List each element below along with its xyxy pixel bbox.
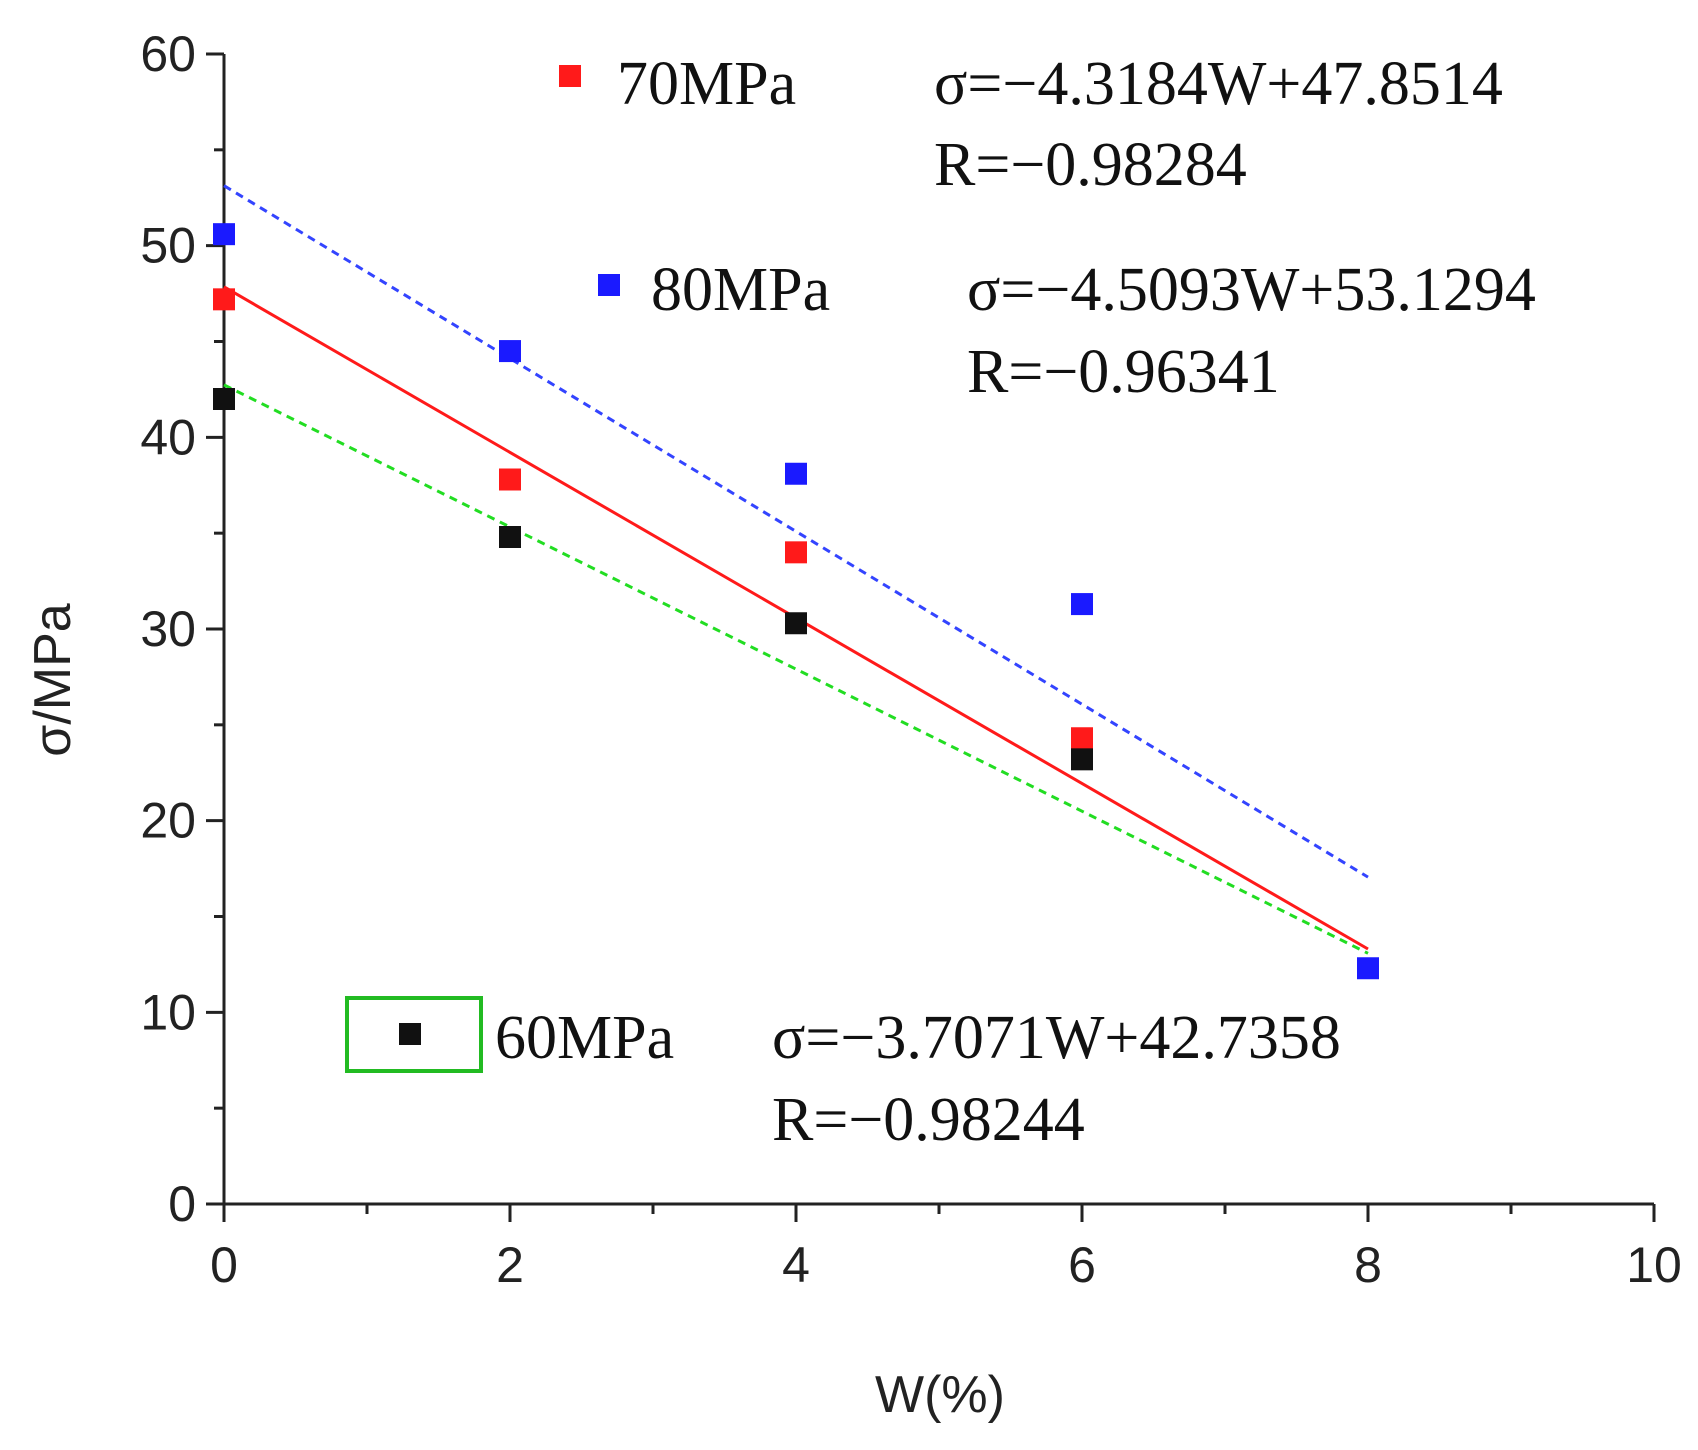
r-value-60mpa: R=−0.98244 xyxy=(772,1086,1085,1154)
data-point-60mpa xyxy=(785,612,807,635)
y-tick-label: 10 xyxy=(140,984,196,1040)
equation-70mpa: σ=−4.3184W+47.8514 xyxy=(934,50,1503,118)
fit-line-60mpa xyxy=(223,383,1369,955)
x-tick-label: 6 xyxy=(1068,1237,1096,1293)
y-axis-title: σ/MPa xyxy=(24,603,82,757)
legend-box-60mpa xyxy=(345,996,483,1073)
x-tick-label: 10 xyxy=(1626,1237,1682,1293)
equation-60mpa: σ=−3.7071W+42.7358 xyxy=(772,1004,1341,1072)
y-tick-label: 40 xyxy=(140,409,196,465)
y-tick-label: 50 xyxy=(140,218,196,274)
legend-label-70mpa: 70MPa xyxy=(617,50,796,118)
data-point-70mpa xyxy=(785,541,807,564)
y-tick-label: 0 xyxy=(168,1176,196,1232)
legend-marker-70mpa xyxy=(559,65,581,87)
x-tick-label: 8 xyxy=(1354,1237,1382,1293)
data-point-80mpa xyxy=(213,223,235,246)
data-point-80mpa xyxy=(1071,593,1093,616)
legend-marker-80mpa xyxy=(598,274,620,296)
x-tick-label: 4 xyxy=(782,1237,810,1293)
x-axis-title: W(%) xyxy=(875,1366,1005,1424)
legend-label-60mpa: 60MPa xyxy=(495,1004,674,1072)
data-point-70mpa xyxy=(213,288,235,311)
y-tick-label: 20 xyxy=(140,793,196,849)
equation-80mpa: σ=−4.5093W+53.1294 xyxy=(967,256,1536,324)
data-point-80mpa xyxy=(1357,957,1379,980)
r-value-80mpa: R=−0.96341 xyxy=(967,338,1280,406)
data-point-70mpa xyxy=(499,468,521,491)
r-value-70mpa: R=−0.98284 xyxy=(934,131,1247,199)
x-tick-label: 2 xyxy=(496,1237,524,1293)
x-tick-label: 0 xyxy=(210,1237,238,1293)
data-point-60mpa xyxy=(499,526,521,548)
y-tick-label: 60 xyxy=(140,26,196,82)
data-point-70mpa xyxy=(1071,727,1093,750)
data-point-60mpa xyxy=(213,388,235,410)
ticks-layer: 0 2 4 6 8 10 0 10 20 30 40 50 60 xyxy=(140,26,1681,1293)
y-tick-label: 30 xyxy=(140,601,196,657)
points-layer xyxy=(213,223,1379,980)
data-point-80mpa xyxy=(499,340,521,363)
fit-line-80mpa xyxy=(223,184,1369,879)
data-point-80mpa xyxy=(785,462,807,485)
legend-label-80mpa: 80MPa xyxy=(651,256,830,324)
data-point-60mpa xyxy=(1071,748,1093,771)
legend-marker-60mpa xyxy=(399,1023,421,1045)
